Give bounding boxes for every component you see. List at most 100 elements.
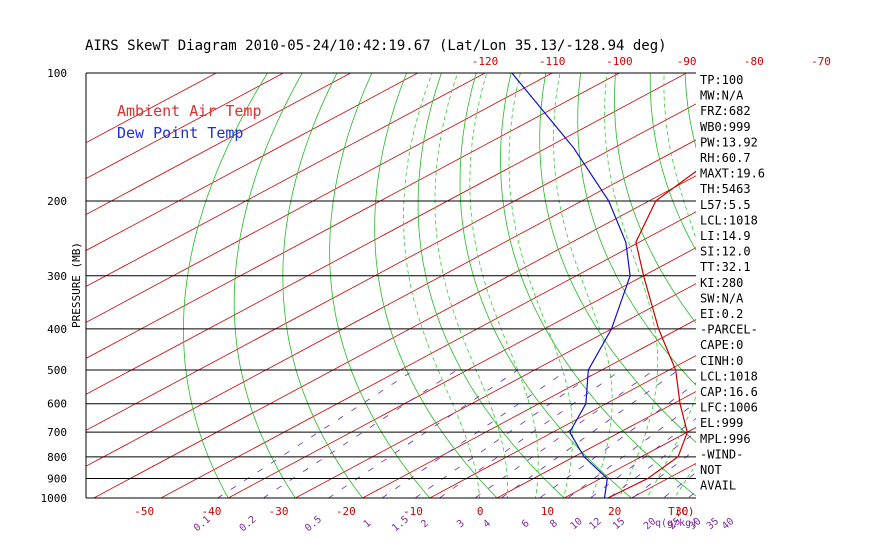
moist-adiabat-line xyxy=(434,73,509,498)
mixing-ratio-line xyxy=(662,472,696,498)
moist-adiabat-line xyxy=(553,73,613,498)
isotherm-line xyxy=(496,391,696,498)
isotherm-line xyxy=(86,73,554,323)
pressure-tick-label: 100 xyxy=(47,67,67,80)
index-entry: MPL:996 xyxy=(700,432,751,446)
index-entry: PW:13.92 xyxy=(700,135,758,149)
index-entry: -WIND- xyxy=(700,447,743,461)
index-entry: TT:32.1 xyxy=(700,260,751,274)
isotherm-line xyxy=(749,54,870,507)
legend-ambient: Ambient Air Temp xyxy=(117,102,262,120)
isotherm-line xyxy=(294,283,696,498)
isotherm-line xyxy=(86,73,688,395)
index-entry: FRZ:682 xyxy=(700,104,751,118)
isotherm-line xyxy=(86,73,352,216)
dry-adiabat-line xyxy=(614,73,696,324)
top-temp-tick-label: -120 xyxy=(472,55,499,68)
index-entry: LFC:1006 xyxy=(700,401,758,415)
index-entry: EI:0.2 xyxy=(700,307,743,321)
mixing-ratio-line xyxy=(216,369,415,498)
index-entry: LCL:1018 xyxy=(700,369,758,383)
bottom-temp-tick-label: 20 xyxy=(608,505,621,518)
pressure-tick-label: 900 xyxy=(47,473,67,486)
bottom-temp-tick-label: -30 xyxy=(269,505,289,518)
bottom-temp-tick-labels: -50 -40 -30 -20 -10 0 10 20 30 xyxy=(134,505,688,518)
dry-adiabat-line xyxy=(649,73,696,252)
temp-unit-label: T(C) xyxy=(668,505,695,518)
isotherm-line xyxy=(86,73,218,144)
bottom-temp-tick-label: -20 xyxy=(336,505,356,518)
mixing-ratio-tick-label: 2 xyxy=(419,518,431,530)
index-entry: TP:100 xyxy=(700,73,743,87)
dry-adiabat-line xyxy=(854,54,870,507)
index-entry: EL:999 xyxy=(700,416,743,430)
pressure-tick-label: 300 xyxy=(47,270,67,283)
dry-adiabat-line xyxy=(183,73,268,498)
isotherm-line xyxy=(563,427,696,498)
dry-adiabat-line xyxy=(329,73,431,498)
pressure-tick-label: 200 xyxy=(47,195,67,208)
moist-adiabat-line xyxy=(673,463,696,498)
top-temp-tick-label: -100 xyxy=(606,55,633,68)
isotherm-line xyxy=(92,175,696,498)
isotherm-line xyxy=(160,211,696,498)
pressure-tick-labels: 100 200 300 400 500 600 700 800 900 1000 xyxy=(41,67,68,505)
isotherm-line xyxy=(428,355,696,498)
dry-adiabat-line xyxy=(233,73,303,498)
legend-dewpoint: Dew Point Temp xyxy=(117,124,243,142)
mixing-ratio-tick-label: 0.2 xyxy=(238,514,259,534)
grid-lines xyxy=(86,54,870,507)
bottom-temp-tick-label: -10 xyxy=(403,505,423,518)
top-temp-tick-label: -80 xyxy=(744,55,764,68)
top-temp-tick-labels: -120-110-100-90-80-70-60-50-40 xyxy=(472,55,831,68)
isotherm-line xyxy=(361,319,696,498)
dry-adiabat-line xyxy=(417,73,565,498)
isotherm-line xyxy=(86,73,419,251)
dry-adiabat-line xyxy=(577,73,696,386)
isotherm-line xyxy=(86,139,696,467)
index-entry: KI:280 xyxy=(700,276,743,290)
dry-adiabat-line xyxy=(500,73,696,497)
index-entry: MAXT:19.6 xyxy=(700,167,765,181)
mixing-ratio-tick-label: 4 xyxy=(481,518,493,530)
plot-area xyxy=(86,73,696,498)
bottom-temp-tick-label: -50 xyxy=(134,505,154,518)
mixing-ratio-line xyxy=(474,369,655,498)
pressure-tick-label: 700 xyxy=(47,426,67,439)
isotherm-line xyxy=(86,73,621,359)
moist-adiabat-line xyxy=(469,73,539,498)
index-entry: CAPE:0 xyxy=(700,338,743,352)
bottom-temp-tick-label: 0 xyxy=(477,505,484,518)
mixing-unit-label: q(g/kg) xyxy=(655,518,697,529)
top-temp-tick-label: -110 xyxy=(539,55,566,68)
index-entry: RH:60.7 xyxy=(700,151,751,165)
index-entry: MW:N/A xyxy=(700,89,744,103)
index-entry: L57:5.5 xyxy=(700,198,751,212)
moist-adiabat-line xyxy=(604,73,659,498)
mixing-ratio-tick-label: 35 xyxy=(705,516,721,532)
index-entry: CINH:0 xyxy=(700,354,743,368)
index-entry: SW:N/A xyxy=(700,291,744,305)
bottom-temp-tick-label: -40 xyxy=(201,505,221,518)
moist-adiabat-line xyxy=(776,54,870,507)
dry-adiabat-line xyxy=(786,54,870,507)
mixing-ratio-line xyxy=(631,448,696,498)
dry-adiabat-line xyxy=(753,54,870,507)
isotherm-line xyxy=(86,73,486,287)
pressure-tick-label: 400 xyxy=(47,323,67,336)
index-entry: LI:14.9 xyxy=(700,229,751,243)
index-entry: TH:5463 xyxy=(700,182,751,196)
pressure-tick-label: 800 xyxy=(47,451,67,464)
mixing-ratio-tick-label: 8 xyxy=(548,518,560,530)
mixing-ratio-line xyxy=(500,369,679,498)
mixing-ratio-tick-label: 6 xyxy=(520,518,532,530)
pressure-tick-label: 500 xyxy=(47,364,67,377)
index-entry: WB0:999 xyxy=(700,120,751,134)
top-temp-tick-label: -70 xyxy=(811,55,831,68)
mixing-ratio-line xyxy=(608,431,696,498)
pressure-tick-label: 1000 xyxy=(41,492,68,505)
index-entry: AVAIL xyxy=(700,479,736,493)
dry-adiabat-line xyxy=(820,54,870,507)
isotherm-line xyxy=(86,103,696,431)
mixing-ratio-tick-label: 40 xyxy=(720,516,736,532)
